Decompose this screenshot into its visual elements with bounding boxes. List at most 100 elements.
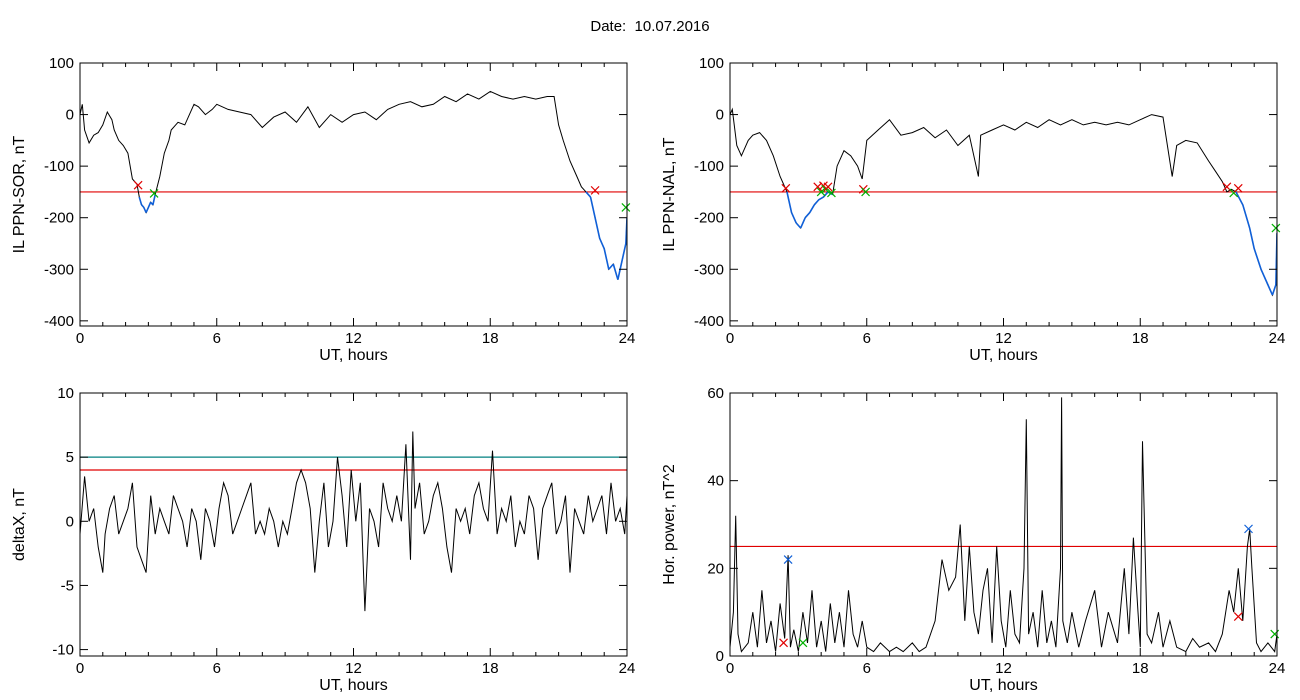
panel-il-ppn-nal: 0 6 12 18 24 100 0 -100 -200 -300 -400 UT, hours IL … bbox=[661, 55, 1285, 364]
y-tick-label: 100 bbox=[49, 55, 74, 72]
highlight-segment bbox=[1271, 284, 1277, 296]
highlight-segment bbox=[1248, 227, 1255, 249]
highlight-segment bbox=[603, 248, 610, 270]
y-tick-label: -100 bbox=[44, 158, 74, 175]
x-tick-label: 18 bbox=[1132, 330, 1149, 347]
x-marker bbox=[590, 185, 600, 195]
highlight-segment bbox=[621, 243, 627, 260]
series-line bbox=[730, 107, 1277, 297]
x-marker bbox=[783, 555, 793, 564]
highlight-segment bbox=[804, 212, 811, 219]
x-tick-label: 24 bbox=[619, 330, 636, 347]
highlight-segment bbox=[1253, 248, 1262, 270]
y-tick-label: 5 bbox=[66, 449, 74, 466]
highlight-segment bbox=[138, 196, 143, 206]
x-tick-label: 0 bbox=[76, 330, 84, 347]
x-marker bbox=[816, 187, 826, 197]
plot-frame bbox=[79, 62, 628, 327]
x-tick-label: 6 bbox=[863, 330, 871, 347]
x-marker bbox=[621, 202, 631, 212]
y-tick-label: -400 bbox=[694, 313, 724, 330]
highlight-segment bbox=[147, 201, 152, 208]
y-tick-label: 0 bbox=[66, 107, 74, 124]
x-tick-label: 24 bbox=[1269, 660, 1286, 677]
panel-il-ppn-sor: 0 6 12 18 24 100 0 -100 -200 -300 -400 UT, hours IL … bbox=[11, 55, 635, 364]
y-tick-label: -10 bbox=[52, 642, 74, 659]
x-tick-label: 24 bbox=[1269, 330, 1286, 347]
plot-frame bbox=[729, 62, 1278, 327]
x-marker bbox=[149, 189, 159, 198]
x-tick-label: 18 bbox=[482, 660, 499, 677]
highlight-segment bbox=[786, 191, 793, 213]
y-tick-label: 40 bbox=[707, 473, 724, 490]
highlight-segment bbox=[1242, 204, 1251, 229]
x-tick-label: 0 bbox=[726, 660, 734, 677]
highlight-segment bbox=[795, 222, 802, 229]
y-tick-label: -100 bbox=[694, 158, 724, 175]
x-marker bbox=[133, 180, 143, 190]
y-tick-label: 0 bbox=[716, 107, 724, 124]
x-marker bbox=[1271, 223, 1281, 233]
plot-frame bbox=[79, 392, 628, 657]
y-axis-label: IL PPN-SOR, nT bbox=[11, 135, 28, 253]
x-marker bbox=[861, 187, 871, 197]
highlight-segment bbox=[822, 191, 829, 198]
series-line bbox=[80, 90, 627, 280]
x-marker bbox=[1244, 524, 1253, 534]
x-tick-label: 6 bbox=[213, 660, 221, 677]
x-tick-label: 18 bbox=[482, 330, 499, 347]
x-tick-label: 18 bbox=[1132, 660, 1149, 677]
x-tick-label: 24 bbox=[619, 660, 636, 677]
highlight-segment bbox=[1235, 191, 1244, 206]
highlight-segment bbox=[589, 196, 596, 218]
series-line bbox=[80, 431, 627, 612]
x-tick-label: 12 bbox=[345, 330, 362, 347]
highlight-segment bbox=[140, 204, 145, 208]
highlight-segment bbox=[598, 238, 605, 249]
x-axis-label: UT, hours bbox=[319, 347, 387, 364]
y-tick-label: -300 bbox=[694, 261, 724, 278]
highlight-segment bbox=[152, 194, 156, 205]
plot-frame bbox=[729, 392, 1278, 657]
y-tick-label: 60 bbox=[707, 385, 724, 402]
x-tick-label: 12 bbox=[995, 330, 1012, 347]
y-tick-label: 0 bbox=[66, 513, 74, 530]
x-axis-label: UT, hours bbox=[969, 347, 1037, 364]
x-marker bbox=[781, 183, 791, 193]
x-tick-label: 6 bbox=[213, 330, 221, 347]
x-tick-label: 0 bbox=[726, 330, 734, 347]
x-tick-label: 12 bbox=[995, 660, 1012, 677]
chart-date-title: Date: 10.07.2016 bbox=[590, 18, 710, 35]
y-tick-label: -200 bbox=[44, 210, 74, 227]
highlight-segment bbox=[594, 217, 601, 239]
highlight-segment bbox=[813, 199, 820, 206]
highlight-segment bbox=[790, 212, 797, 224]
highlight-segment bbox=[608, 263, 614, 270]
x-tick-label: 6 bbox=[863, 660, 871, 677]
highlight-segment bbox=[809, 204, 816, 213]
panel-hor-power: 0 6 12 18 24 60 40 20 0 UT, hours Hor. power, nT^2 bbox=[661, 385, 1285, 694]
x-marker bbox=[798, 638, 808, 648]
x-axis-label: UT, hours bbox=[969, 677, 1037, 694]
y-tick-label: 10 bbox=[57, 385, 74, 402]
x-tick-label: 12 bbox=[345, 660, 362, 677]
x-marker bbox=[1270, 629, 1280, 639]
x-marker bbox=[823, 182, 833, 192]
y-tick-label: -400 bbox=[44, 313, 74, 330]
y-tick-label: 20 bbox=[707, 560, 724, 577]
series-line bbox=[730, 397, 1277, 653]
y-tick-label: -200 bbox=[694, 210, 724, 227]
y-tick-label: -300 bbox=[44, 261, 74, 278]
x-marker bbox=[1233, 612, 1243, 621]
highlight-segment bbox=[1260, 268, 1269, 286]
y-axis-label: Hor. power, nT^2 bbox=[661, 464, 678, 585]
highlight-segment bbox=[145, 207, 150, 213]
y-tick-label: 100 bbox=[699, 55, 724, 72]
x-marker bbox=[826, 188, 836, 198]
highlight-segment bbox=[799, 217, 806, 229]
x-axis-label: UT, hours bbox=[319, 677, 387, 694]
y-axis-label: deltaX, nT bbox=[11, 488, 28, 561]
y-tick-label: -5 bbox=[61, 577, 74, 594]
x-tick-label: 0 bbox=[76, 660, 84, 677]
